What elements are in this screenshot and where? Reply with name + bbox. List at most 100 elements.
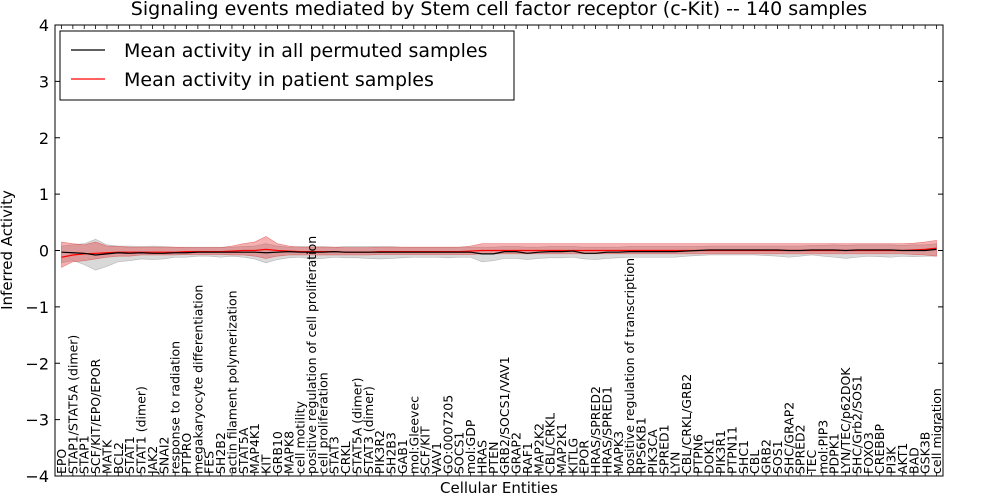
y-axis-label: Inferred Activity bbox=[0, 190, 16, 310]
x-tick-label: TEC bbox=[804, 449, 819, 475]
x-tick-label: STAP1/STAT5A (dimer) bbox=[65, 335, 80, 474]
x-tick-label: MAP4K1 bbox=[247, 423, 262, 474]
x-tick-label: MAPK8 bbox=[281, 431, 296, 474]
confidence-bands bbox=[61, 236, 937, 271]
x-tick-label: SNAI2 bbox=[156, 437, 171, 474]
x-tick-label: PIK3R1 bbox=[713, 430, 728, 474]
x-axis-label: Cellular Entities bbox=[440, 479, 558, 497]
legend-label-patient: Mean activity in patient samples bbox=[124, 69, 434, 91]
x-tick-label: GRB2 bbox=[759, 439, 774, 474]
x-tick-label: mol:GDP bbox=[463, 419, 478, 474]
plot-frame bbox=[54, 24, 944, 477]
x-tick-label: GRB10 bbox=[270, 431, 285, 474]
x-tick-label: mol:PIP3 bbox=[815, 420, 830, 474]
x-tick-label: SHC/Grb2/SOS1 bbox=[849, 375, 864, 474]
x-tick-label: HRAS bbox=[474, 440, 489, 474]
chart-title: Signaling events mediated by Stem cell f… bbox=[131, 0, 867, 20]
y-tick-label: 1 bbox=[39, 185, 49, 204]
x-tick-label: GO:0007205 bbox=[440, 395, 455, 474]
x-tick-label: positive regulation of cell proliferatio… bbox=[304, 236, 319, 474]
x-tick-label: DOK1 bbox=[702, 438, 717, 474]
y-tick-label: −3 bbox=[25, 411, 49, 430]
x-tick-label: SOCS1 bbox=[452, 432, 467, 474]
x-tick-label: megakaryocyte differentiation bbox=[190, 285, 205, 474]
y-tick-label: 0 bbox=[39, 242, 49, 261]
x-tick-label: EPO bbox=[54, 449, 69, 474]
band-patient bbox=[61, 236, 937, 268]
x-tick-label: SH2B2 bbox=[213, 432, 228, 474]
x-tick-label: cell migration bbox=[929, 388, 944, 474]
x-tick-label: PTPRO bbox=[179, 433, 194, 474]
x-tick-label: PTPN11 bbox=[724, 426, 739, 474]
x-tick-label: KITLG bbox=[565, 438, 580, 474]
x-tick-label: PIK3CA bbox=[645, 429, 660, 474]
x-tick-label: GSK3B bbox=[918, 432, 933, 474]
x-tick-label: CREBBP bbox=[872, 424, 887, 474]
y-axis-ticks: −4 −3 −2 −1 0 1 2 3 4 bbox=[25, 16, 943, 486]
legend-label-permuted: Mean activity in all permuted samples bbox=[124, 40, 487, 62]
x-tick-label: KIT bbox=[259, 454, 274, 474]
y-tick-label: 3 bbox=[39, 72, 49, 91]
x-tick-label: VAV1 bbox=[429, 442, 444, 474]
x-tick-label: MAP2K1 bbox=[554, 423, 569, 474]
x-tick-label: CBL/CRKL bbox=[543, 413, 558, 474]
legend-box bbox=[59, 30, 515, 101]
series-lines bbox=[61, 247, 937, 258]
y-tick-label: −1 bbox=[25, 298, 49, 317]
y-tick-label: −2 bbox=[25, 354, 49, 373]
x-tick-label: PI3K bbox=[884, 446, 899, 474]
x-tick-label: MAP2K2 bbox=[531, 423, 546, 474]
x-tick-label: SCF/KIT/EPO/EPOR bbox=[88, 358, 103, 474]
x-tick-label: SPRED2 bbox=[793, 424, 808, 474]
x-tick-label: HRAS/SPRED2 bbox=[588, 386, 603, 474]
x-tick-label: CBL/CRKL/GRB2 bbox=[679, 374, 694, 474]
line-permuted bbox=[61, 248, 937, 256]
x-tick-label: SOS1 bbox=[770, 440, 785, 474]
x-tick-label: CRKL bbox=[338, 441, 353, 474]
x-tick-label: STAT5A (dimer) bbox=[349, 378, 364, 474]
x-tick-label: FOXO3 bbox=[861, 432, 876, 474]
x-tick-label: HRAS/SPRED1 bbox=[599, 386, 614, 474]
legend: Mean activity in all permuted samples Me… bbox=[59, 30, 515, 101]
x-tick-label: MATK bbox=[99, 439, 114, 474]
x-tick-label: JAK2 bbox=[145, 446, 160, 475]
x-tick-label: SH2B3 bbox=[384, 432, 399, 474]
x-tick-label: LYN bbox=[668, 452, 683, 474]
x-tick-label: PIK3R2 bbox=[372, 430, 387, 474]
x-tick-label: GAB1 bbox=[395, 439, 410, 474]
x-tick-label: actin filament polymerization bbox=[224, 290, 239, 474]
x-tick-label: PDPK1 bbox=[827, 433, 842, 474]
x-tick-label: GRAP2 bbox=[509, 432, 524, 474]
x-tick-label: response to radiation bbox=[168, 341, 183, 474]
y-tick-label: 4 bbox=[39, 16, 49, 35]
x-tick-label: positive regulation of transcription bbox=[622, 258, 637, 474]
x-tick-label: SHC1 bbox=[736, 440, 751, 474]
x-tick-label: CBL bbox=[747, 450, 762, 474]
x-tick-label: cell proliferation bbox=[315, 372, 330, 474]
x-tick-label: SHC/GRAP2 bbox=[781, 402, 796, 474]
x-tick-label: LYN/TEC/p62DOK bbox=[838, 367, 853, 474]
x-tick-label: RAF1 bbox=[520, 442, 535, 474]
y-tick-label: −4 bbox=[25, 467, 49, 486]
x-tick-label: mol:Gleevec bbox=[406, 396, 421, 474]
x-tick-label: PTEN bbox=[486, 442, 501, 474]
x-tick-label: AKT1 bbox=[895, 443, 910, 474]
x-tick-label: PTPN6 bbox=[690, 434, 705, 474]
x-tick-label: STAP1 bbox=[77, 435, 92, 474]
x-tick-label: FES bbox=[202, 451, 217, 474]
x-tick-label: RPS6KB1 bbox=[634, 417, 649, 474]
x-tick-label: STAT3 bbox=[327, 436, 342, 474]
x-tick-label: STAT1 (dimer) bbox=[134, 386, 149, 474]
x-tick-label: SPRED1 bbox=[656, 424, 671, 474]
x-tick-label: STAT1 bbox=[122, 436, 137, 474]
x-tick-label: STAT5A bbox=[236, 427, 251, 474]
x-tick-label: STAT3 (dimer) bbox=[361, 386, 376, 474]
x-tick-label: MAPK3 bbox=[611, 431, 626, 474]
x-tick-label: SCF/KIT bbox=[418, 426, 433, 474]
x-tick-label: GRB2/SOCS1/VAV1 bbox=[497, 356, 512, 474]
x-tick-label: EPOR bbox=[577, 440, 592, 474]
x-tick-label: cell motility bbox=[293, 400, 308, 474]
y-tick-label: 2 bbox=[39, 129, 49, 148]
